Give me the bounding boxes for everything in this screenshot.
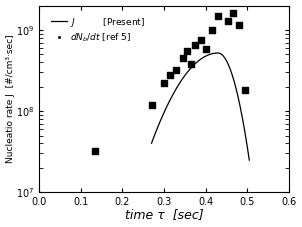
X-axis label: time τ  [sec]: time τ [sec] bbox=[125, 208, 203, 222]
Point bbox=[209, 28, 214, 32]
Point bbox=[185, 49, 189, 53]
Point bbox=[189, 62, 194, 66]
Point bbox=[162, 81, 166, 85]
Point bbox=[193, 43, 198, 47]
Y-axis label: Nucleatio rate J  [#/cm³·sec]: Nucleatio rate J [#/cm³·sec] bbox=[5, 35, 14, 163]
Point bbox=[174, 68, 179, 72]
Point bbox=[243, 89, 248, 92]
Legend: $\mathit{J}$          [Present], $dN_b/dt$ [ref 5]: $\mathit{J}$ [Present], $dN_b/dt$ [ref 5… bbox=[49, 14, 147, 46]
Point bbox=[93, 149, 98, 153]
Point bbox=[236, 23, 241, 27]
Point bbox=[203, 47, 208, 51]
Point bbox=[168, 73, 173, 77]
Point bbox=[226, 19, 231, 22]
Point bbox=[199, 38, 204, 42]
Point bbox=[149, 103, 154, 106]
Point bbox=[180, 56, 185, 60]
Point bbox=[230, 12, 235, 15]
Point bbox=[216, 14, 220, 17]
